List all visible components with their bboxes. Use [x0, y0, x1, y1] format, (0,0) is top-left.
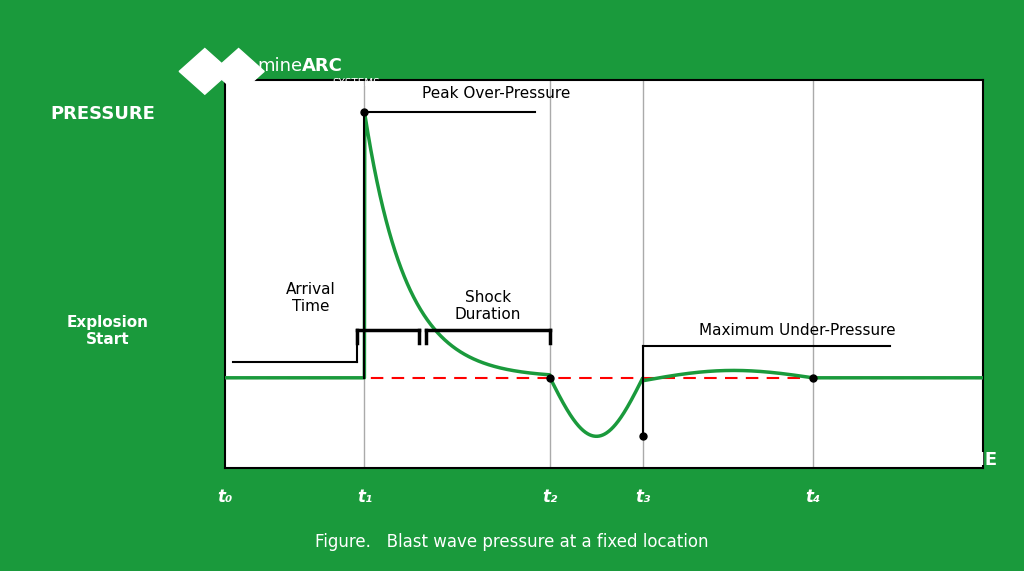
Text: Maximum Under-Pressure: Maximum Under-Pressure: [699, 323, 896, 338]
Text: Arrival
Time: Arrival Time: [286, 282, 335, 314]
Text: mine: mine: [257, 57, 302, 75]
Text: t₄: t₄: [805, 488, 820, 506]
Text: Peak Over-Pressure: Peak Over-Pressure: [422, 86, 570, 101]
Text: TIME: TIME: [949, 451, 998, 469]
Text: ARC: ARC: [302, 57, 343, 75]
Text: Figure.   Blast wave pressure at a fixed location: Figure. Blast wave pressure at a fixed l…: [315, 533, 709, 552]
Text: Explosion
Start: Explosion Start: [67, 315, 148, 347]
Text: t₃: t₃: [635, 488, 650, 506]
Text: t₁: t₁: [356, 488, 372, 506]
Text: t₂: t₂: [543, 488, 558, 506]
Text: PRESSURE: PRESSURE: [50, 105, 155, 123]
Text: SYSTEMS: SYSTEMS: [333, 78, 380, 88]
Text: t₀: t₀: [218, 488, 232, 506]
Text: Shock
Duration: Shock Duration: [455, 289, 521, 322]
